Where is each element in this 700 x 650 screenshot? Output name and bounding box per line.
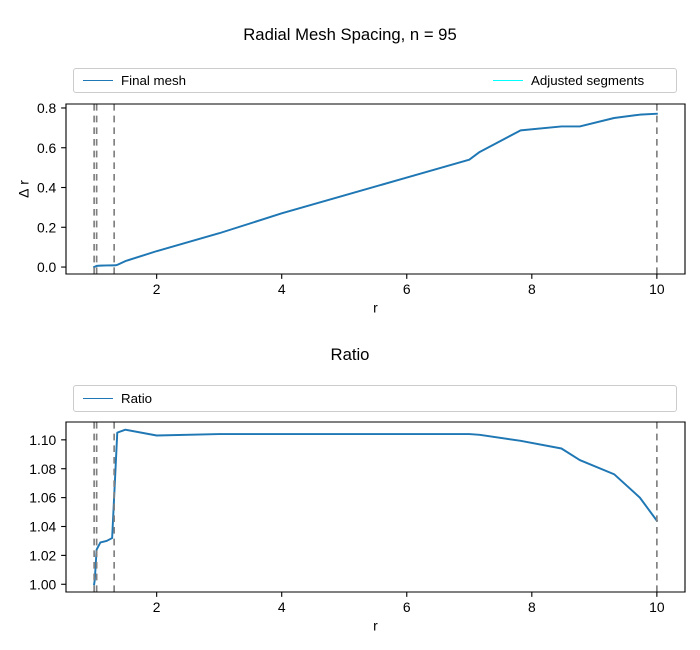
svg-text:0.8: 0.8 — [37, 100, 57, 116]
svg-text:0.2: 0.2 — [37, 219, 57, 235]
svg-text:10: 10 — [649, 599, 665, 615]
svg-text:Radial Mesh Spacing, n = 95: Radial Mesh Spacing, n = 95 — [243, 25, 456, 44]
svg-text:4: 4 — [278, 599, 286, 615]
svg-text:2: 2 — [153, 281, 161, 297]
svg-text:10: 10 — [649, 281, 665, 297]
svg-text:1.10: 1.10 — [29, 432, 56, 448]
svg-text:0.0: 0.0 — [37, 259, 57, 275]
svg-text:4: 4 — [278, 281, 286, 297]
svg-text:1.08: 1.08 — [29, 461, 56, 477]
svg-text:2: 2 — [153, 599, 161, 615]
svg-text:r: r — [373, 299, 378, 315]
svg-text:1.06: 1.06 — [29, 490, 56, 506]
svg-text:r: r — [373, 617, 378, 633]
svg-text:8: 8 — [528, 281, 536, 297]
svg-text:1.04: 1.04 — [29, 519, 56, 535]
svg-text:6: 6 — [403, 281, 411, 297]
svg-text:0.6: 0.6 — [37, 140, 57, 156]
svg-text:0.4: 0.4 — [37, 180, 57, 196]
svg-text:1.00: 1.00 — [29, 576, 56, 592]
svg-text:6: 6 — [403, 599, 411, 615]
svg-text:Ratio: Ratio — [331, 345, 370, 364]
svg-text:1.02: 1.02 — [29, 547, 56, 563]
svg-text:8: 8 — [528, 599, 536, 615]
